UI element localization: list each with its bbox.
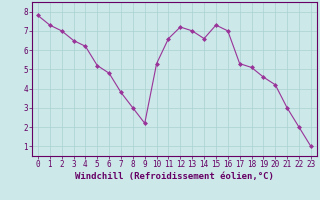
X-axis label: Windchill (Refroidissement éolien,°C): Windchill (Refroidissement éolien,°C) — [75, 172, 274, 181]
